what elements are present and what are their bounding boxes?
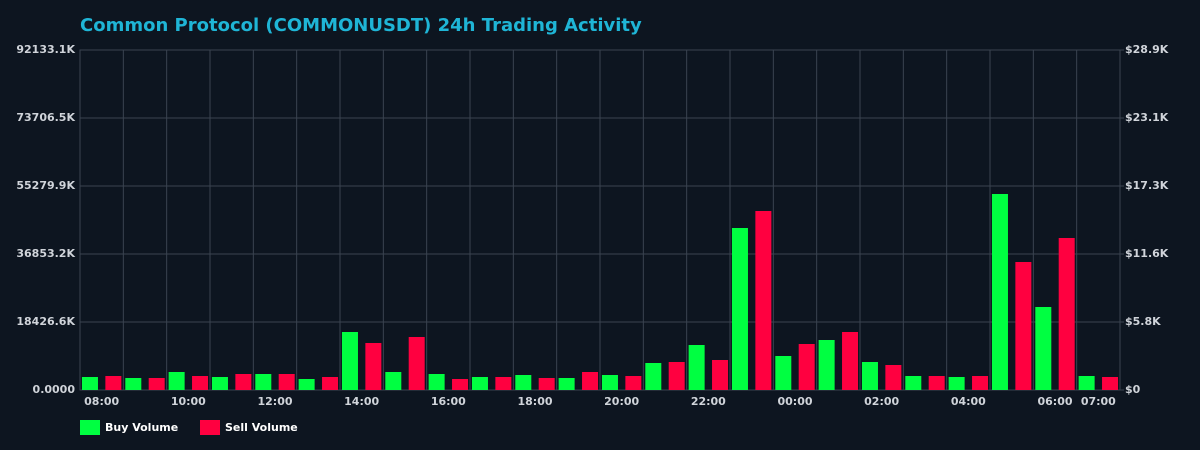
bar [1035, 307, 1052, 390]
y-tick-label: 0.0000 [33, 383, 76, 396]
bar [905, 375, 922, 390]
bar [365, 343, 382, 390]
bar [322, 376, 339, 390]
bar [688, 345, 705, 390]
bar [755, 211, 772, 390]
plot-frame [79, 49, 1121, 391]
bar [192, 375, 209, 390]
bar [428, 373, 445, 390]
x-tick-label: 08:00 [84, 395, 119, 408]
x-tick-label: 18:00 [517, 395, 552, 408]
bar [842, 331, 859, 390]
bar [1102, 376, 1119, 390]
x-tick-label: 02:00 [864, 395, 899, 408]
bar [278, 373, 295, 390]
y-tick-label: 55279.9K [16, 179, 75, 192]
bar [235, 373, 252, 390]
x-tick-label: 14:00 [344, 395, 379, 408]
x-tick-label: 04:00 [951, 395, 986, 408]
y2-tick-label: $23.1K [1125, 111, 1169, 124]
y-tick-label: 36853.2K [16, 247, 75, 260]
bar [211, 376, 228, 390]
bar [168, 371, 185, 390]
bar [731, 227, 748, 390]
bar [515, 374, 532, 390]
bar [385, 371, 402, 390]
x-tick-label: 20:00 [604, 395, 639, 408]
bar [255, 373, 272, 390]
legend-label: Buy Volume [105, 421, 178, 434]
bar [298, 378, 315, 390]
bar [625, 375, 642, 390]
bar [452, 378, 469, 390]
y2-tick-label: $28.9K [1125, 43, 1169, 56]
bar [712, 360, 729, 390]
y2-tick-label: $17.3K [1125, 179, 1169, 192]
x-tick-label: 10:00 [171, 395, 206, 408]
x-tick-label: 07:00 [1081, 395, 1116, 408]
bar [1015, 262, 1032, 390]
bar [538, 377, 555, 390]
bar [818, 339, 835, 390]
bar [582, 371, 599, 390]
bar [1078, 375, 1095, 390]
bar [948, 376, 965, 390]
x-tick-label: 22:00 [691, 395, 726, 408]
y-tick-label: 18426.6K [16, 315, 75, 328]
bar [861, 362, 878, 390]
bar [885, 364, 902, 390]
legend-swatch [80, 420, 100, 435]
bar [972, 375, 989, 390]
bar [341, 331, 358, 390]
bar [601, 374, 618, 390]
bar [668, 362, 685, 390]
x-tick-label: 12:00 [257, 395, 292, 408]
bar [558, 377, 575, 390]
bar [408, 336, 425, 390]
bar [928, 375, 945, 390]
x-tick-label: 06:00 [1037, 395, 1072, 408]
chart-title: Common Protocol (COMMONUSDT) 24h Trading… [80, 15, 642, 36]
y2-tick-label: $5.8K [1125, 315, 1161, 328]
legend-label: Sell Volume [225, 421, 298, 434]
bar [1058, 237, 1075, 390]
bar [495, 376, 512, 390]
bar [125, 377, 142, 390]
y2-tick-label: $11.6K [1125, 247, 1169, 260]
bar [81, 376, 98, 390]
x-tick-label: 16:00 [431, 395, 466, 408]
y-tick-label: 73706.5K [16, 111, 75, 124]
bar [105, 375, 122, 390]
bar [775, 356, 792, 390]
legend-swatch [200, 420, 220, 435]
y-tick-label: 92133.1K [16, 43, 75, 56]
bar [991, 194, 1008, 390]
bar [148, 377, 165, 390]
y2-tick-label: $0 [1125, 383, 1141, 396]
bar [471, 376, 488, 390]
x-tick-label: 00:00 [777, 395, 812, 408]
bar [798, 344, 815, 390]
bar [645, 363, 662, 390]
